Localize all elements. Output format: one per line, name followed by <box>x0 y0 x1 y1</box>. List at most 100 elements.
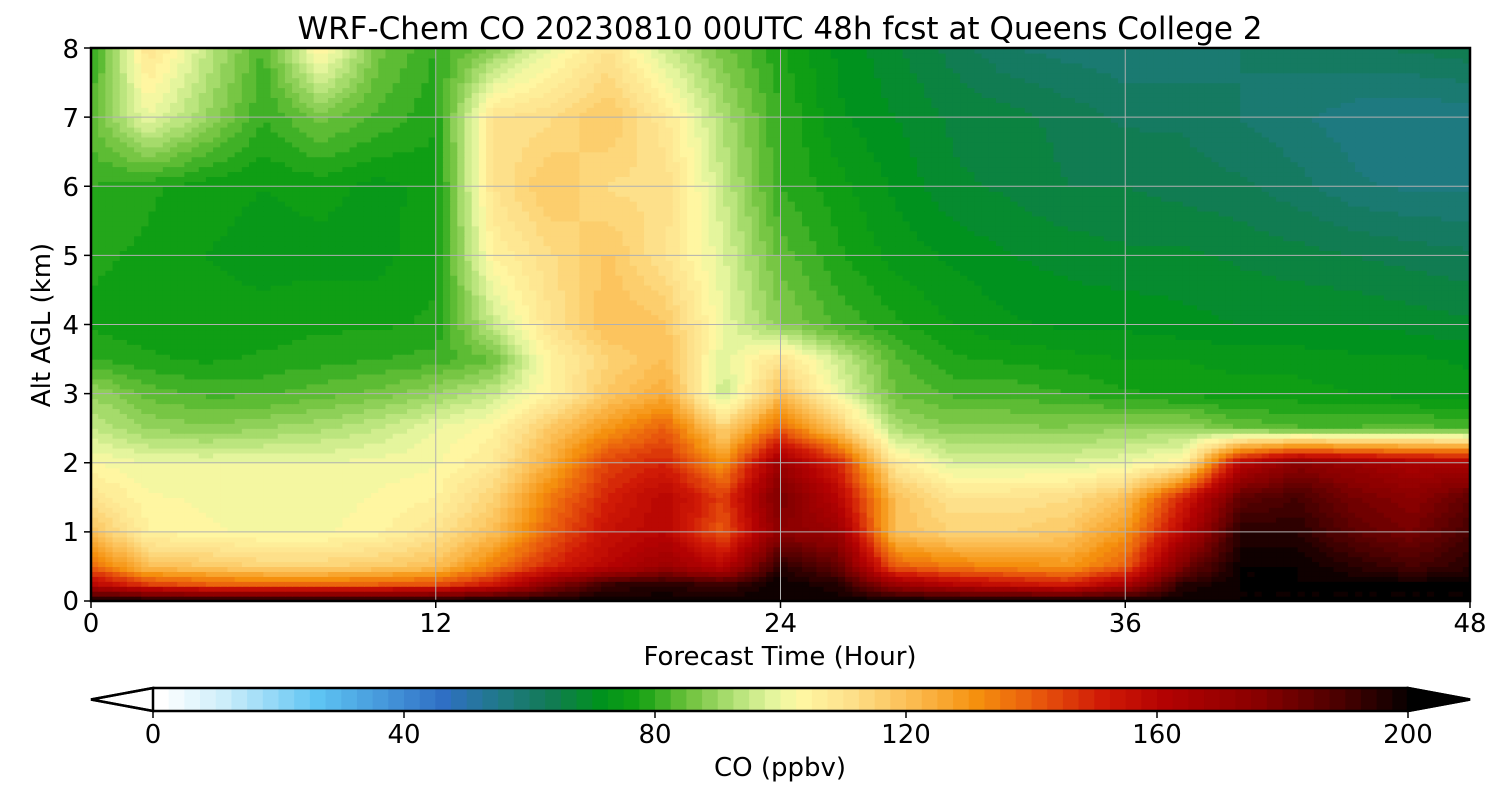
co-cell <box>1074 507 1083 513</box>
co-cell <box>450 541 458 548</box>
co-cell <box>967 551 976 558</box>
co-cell <box>1383 472 1392 479</box>
co-cell <box>658 502 667 508</box>
co-cell <box>1096 596 1105 601</box>
co-cell <box>960 596 968 601</box>
co-cell <box>1455 522 1464 528</box>
co-cell <box>1434 556 1442 563</box>
co-cell <box>1132 591 1141 597</box>
co-cell <box>249 586 257 592</box>
co-cell <box>1204 531 1213 538</box>
co-cell <box>220 522 229 528</box>
co-cell <box>1455 556 1464 563</box>
co-cell <box>723 551 731 558</box>
co-cell <box>816 512 825 518</box>
co-cell <box>1261 497 1270 503</box>
co-cell <box>665 556 674 563</box>
co-cell <box>306 581 315 587</box>
co-cell <box>859 472 868 479</box>
co-cell <box>565 526 573 533</box>
co-cell <box>536 507 545 513</box>
co-cell <box>701 531 710 538</box>
co-cell <box>1319 517 1327 523</box>
co-cell <box>636 536 645 543</box>
co-cell <box>960 472 968 479</box>
co-cell <box>572 526 580 533</box>
co-cell <box>299 586 308 592</box>
co-cell <box>1182 482 1191 489</box>
co-cell <box>1290 507 1299 513</box>
co-cell <box>450 561 458 568</box>
co-cell <box>600 477 609 484</box>
co-cell <box>457 571 466 577</box>
co-cell <box>536 482 545 489</box>
co-cell <box>1125 492 1134 498</box>
co-cell <box>1362 531 1371 538</box>
co-cell <box>816 586 825 592</box>
co-cell <box>392 566 401 572</box>
co-cell <box>1441 566 1450 572</box>
co-cell <box>823 551 832 558</box>
co-cell <box>1383 492 1392 498</box>
co-cell <box>1168 561 1177 568</box>
co-cell <box>1110 492 1119 498</box>
co-cell <box>270 576 279 582</box>
co-cell <box>952 502 961 508</box>
co-cell <box>1182 546 1191 553</box>
co-cell <box>1139 561 1148 568</box>
co-cell <box>407 571 415 577</box>
co-cell <box>1426 497 1435 503</box>
co-cell <box>988 536 997 543</box>
co-cell <box>184 472 193 479</box>
co-cell <box>1261 556 1270 563</box>
co-cell <box>1211 541 1220 548</box>
co-cell <box>1103 492 1112 498</box>
co-cell <box>126 492 135 498</box>
co-cell <box>177 472 185 479</box>
co-cell <box>1060 596 1069 601</box>
co-cell <box>205 536 214 543</box>
co-cell <box>1024 556 1033 563</box>
co-cell <box>995 507 1004 513</box>
co-cell <box>1182 526 1191 533</box>
co-cell <box>241 596 250 601</box>
co-cell <box>622 531 631 538</box>
co-cell <box>112 591 121 597</box>
co-cell <box>249 477 257 484</box>
co-cell <box>1261 561 1270 568</box>
co-cell <box>220 502 229 508</box>
co-cell <box>1376 566 1385 572</box>
co-cell <box>392 482 401 489</box>
co-cell <box>1103 591 1112 597</box>
co-cell <box>737 596 746 601</box>
co-cell <box>687 581 695 587</box>
co-cell <box>565 571 573 577</box>
co-cell <box>780 541 789 548</box>
co-cell <box>888 487 897 493</box>
co-cell <box>859 551 868 558</box>
co-cell <box>873 522 882 528</box>
co-cell <box>500 487 509 493</box>
co-cell <box>995 556 1004 563</box>
co-cell <box>565 477 573 484</box>
co-cell <box>967 522 976 528</box>
co-cell <box>1412 591 1421 597</box>
co-cell <box>500 522 509 528</box>
co-cell <box>342 541 351 548</box>
co-cell <box>995 571 1004 577</box>
co-cell <box>737 556 746 563</box>
co-cell <box>924 556 932 563</box>
co-cell <box>191 477 200 484</box>
co-cell <box>177 512 185 518</box>
co-cell <box>586 512 595 518</box>
co-cell <box>1412 497 1421 503</box>
co-cell <box>205 497 214 503</box>
co-cell <box>1405 536 1414 543</box>
co-cell <box>737 531 746 538</box>
co-cell <box>1362 551 1371 558</box>
co-cell <box>306 566 315 572</box>
co-cell <box>471 551 480 558</box>
co-cell <box>644 561 652 568</box>
co-cell <box>593 591 602 597</box>
co-cell <box>644 556 652 563</box>
